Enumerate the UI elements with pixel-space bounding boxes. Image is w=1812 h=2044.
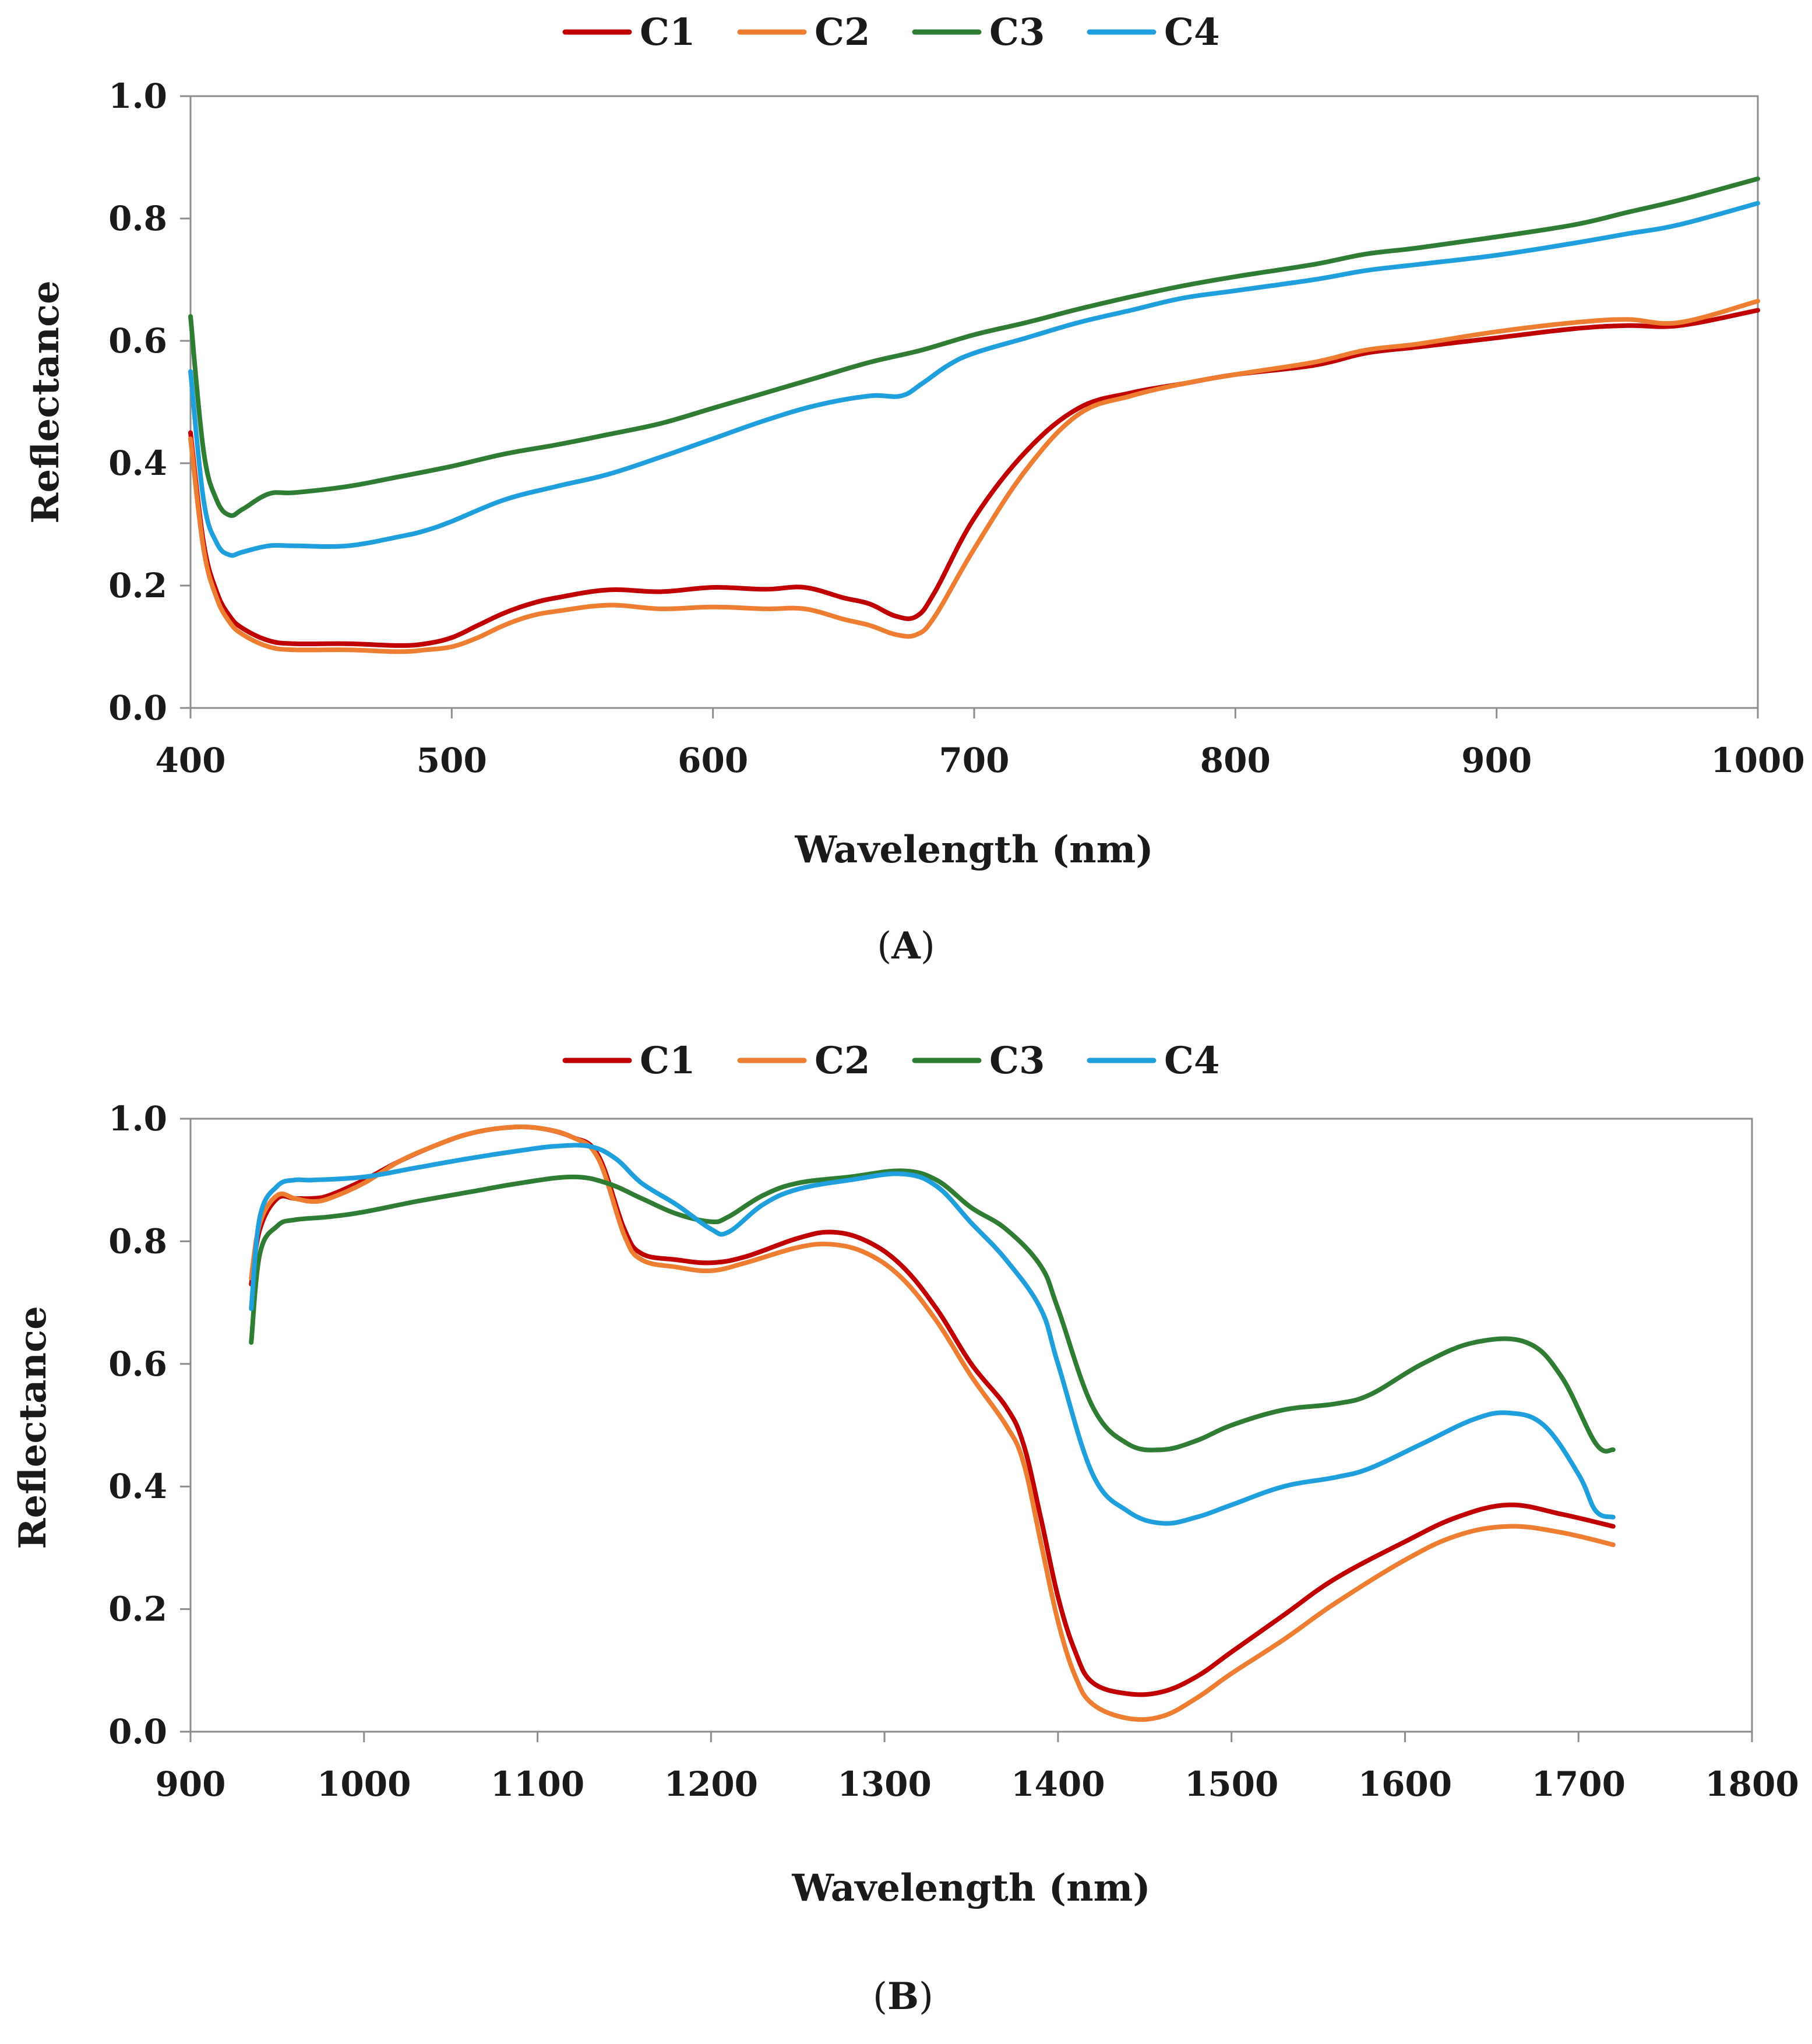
legend-label: C1 [640, 1039, 695, 1083]
y-tick-label: 1.0 [108, 76, 167, 116]
x-tick-label: 1800 [1705, 1764, 1799, 1804]
series-line-c2 [249, 1125, 1616, 1722]
x-tick-label: 400 [155, 741, 225, 780]
legend-label: C2 [815, 1039, 870, 1083]
x-tick-label: 1000 [1711, 741, 1804, 780]
chart-panel-a: C1 C2 C3 C4 0.0 0.2 0.4 0.6 0.8 1.0 400 500 600 700… [24, 10, 1805, 968]
legend-item-c4: C4 [1087, 10, 1219, 54]
panel-letter-b: B [887, 1975, 919, 2018]
y-ticks-a: 0.0 0.2 0.4 0.6 0.8 1.0 [108, 76, 191, 728]
panel-label-a: (A) [877, 924, 935, 968]
legend-item-c3: C3 [912, 10, 1045, 54]
series-line-c4 [188, 200, 1760, 558]
y-tick-label: 0.6 [108, 321, 167, 361]
y-tick-label: 1.0 [108, 1099, 167, 1139]
legend-item-c4: C4 [1087, 1039, 1219, 1083]
x-ticks-a: 400 500 600 700 800 900 1000 [155, 708, 1805, 780]
series-group-a [188, 176, 1760, 654]
x-ticks-b: 900 1000 1100 1200 1300 1400 1500 1600 1700 1800 [155, 1732, 1799, 1804]
x-tick-label: 500 [417, 741, 487, 780]
y-tick-label: 0.6 [108, 1344, 167, 1384]
y-tick-label: 0.4 [108, 1467, 167, 1506]
x-tick-label: 1500 [1185, 1764, 1278, 1804]
legend-label: C3 [989, 10, 1045, 54]
x-tick-label: 1700 [1532, 1764, 1626, 1804]
series-line-c1 [188, 308, 1760, 648]
x-tick-label: 1200 [664, 1764, 758, 1804]
series-line-c3 [249, 1168, 1616, 1454]
panel-letter-a: A [891, 924, 921, 968]
plot-frame-a [189, 95, 1759, 709]
legend-label: C3 [989, 1039, 1045, 1083]
legend-item-c3: C3 [912, 1039, 1045, 1083]
x-tick-label: 1300 [837, 1764, 931, 1804]
series-line-c1 [249, 1125, 1616, 1697]
x-tick-label: 1400 [1011, 1764, 1105, 1804]
x-tick-label: 1000 [317, 1764, 411, 1804]
y-tick-label: 0.8 [108, 199, 167, 238]
x-tick-label: 700 [939, 741, 1009, 780]
y-tick-label: 0.2 [108, 566, 167, 605]
legend-item-c2: C2 [737, 1039, 870, 1083]
plot-frame-b [189, 1118, 1753, 1733]
y-tick-label: 0.8 [108, 1221, 167, 1261]
y-tick-label: 0.0 [108, 688, 167, 728]
legend-b: C1 C2 C3 C4 [562, 1039, 1219, 1083]
series-line-c3 [188, 176, 1760, 518]
x-tick-label: 1100 [491, 1764, 584, 1804]
panel-label-b: (B) [873, 1975, 933, 2018]
x-axis-title-a: Wavelength (nm) [794, 828, 1153, 872]
series-line-c2 [188, 298, 1760, 654]
legend-label: C2 [815, 10, 870, 54]
x-tick-label: 900 [155, 1764, 225, 1804]
legend-item-c2: C2 [737, 10, 870, 54]
x-axis-title-b: Wavelength (nm) [791, 1866, 1150, 1910]
x-tick-label: 800 [1200, 741, 1271, 780]
y-tick-label: 0.2 [108, 1590, 167, 1629]
legend-label: C1 [640, 10, 695, 54]
series-group-b [249, 1125, 1616, 1722]
y-tick-label: 0.4 [108, 443, 167, 483]
y-tick-label: 0.0 [108, 1712, 167, 1752]
legend-label: C4 [1164, 10, 1219, 54]
legend-item-c1: C1 [562, 10, 695, 54]
series-line-c4 [249, 1143, 1616, 1526]
y-axis-title-a: Reflectance [24, 280, 68, 523]
legend-a: C1 C2 C3 C4 [562, 10, 1219, 54]
y-ticks-b: 0.0 0.2 0.4 0.6 0.8 1.0 [108, 1099, 191, 1752]
x-tick-label: 600 [678, 741, 748, 780]
chart-panel-b: C1 C2 C3 C4 0.0 0.2 0.4 0.6 0.8 1.0 900 1000 1100 1… [11, 1039, 1799, 2018]
x-tick-label: 900 [1461, 741, 1532, 780]
legend-item-c1: C1 [562, 1039, 695, 1083]
y-axis-title-b: Reflectance [11, 1306, 55, 1549]
legend-label: C4 [1164, 1039, 1219, 1083]
x-tick-label: 1600 [1358, 1764, 1452, 1804]
